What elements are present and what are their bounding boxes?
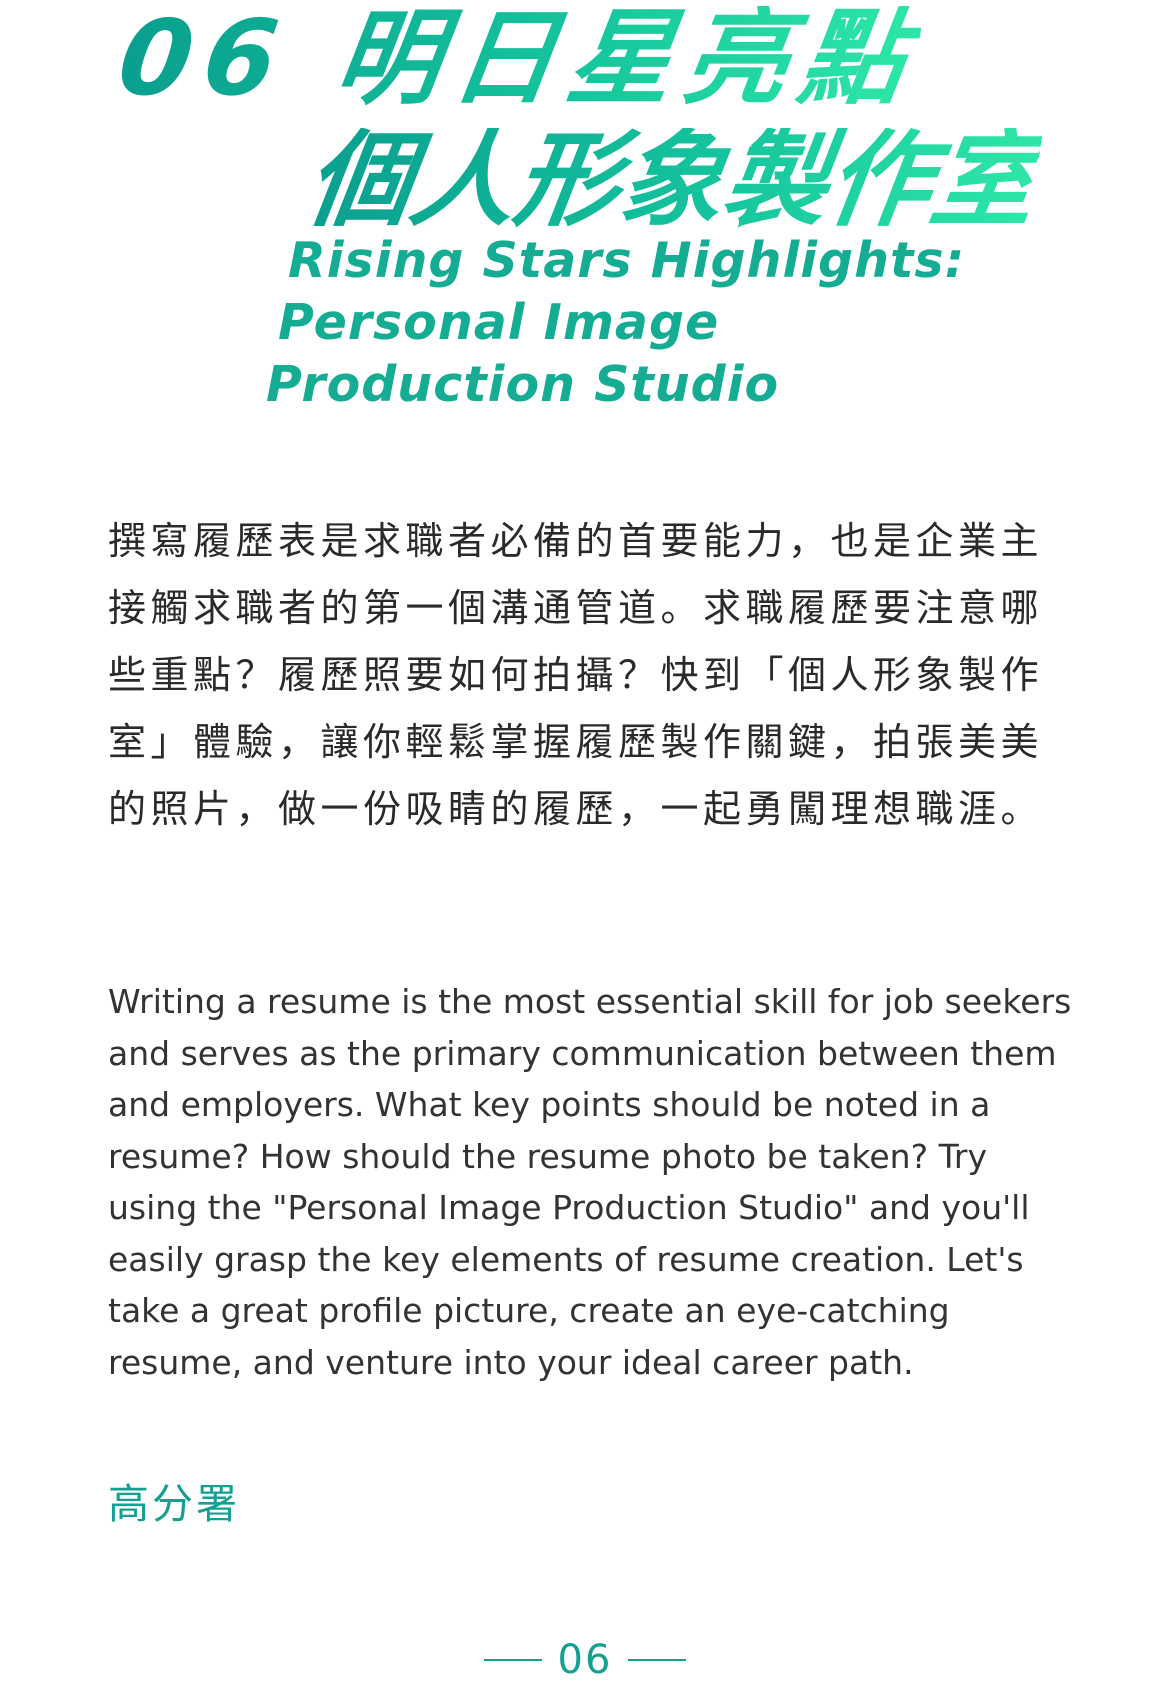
page-number: 06 [557, 1637, 613, 1683]
footer-rule-left [483, 1659, 542, 1661]
footer-rule-right [628, 1659, 687, 1661]
english-title-line-3: Production Studio [266, 356, 780, 413]
author-credit: 高分署 [108, 1480, 240, 1528]
english-title-line-2: Personal Image [278, 294, 720, 351]
chinese-title-line-2: 個人形象製作室 [299, 119, 1045, 241]
chinese-title-line-1: 06 明日星亮點 [111, 0, 926, 119]
english-body-paragraph: Writing a resume is the most essential s… [108, 982, 1072, 1382]
chinese-body-paragraph: 撰寫履歷表是求職者必備的首要能力，也是企業主接觸求職者的第一個溝通管道。求職履歷… [108, 519, 1044, 831]
page-footer: 06 [0, 1638, 1170, 1682]
english-title-line-1: Rising Stars Highlights: [288, 232, 966, 289]
